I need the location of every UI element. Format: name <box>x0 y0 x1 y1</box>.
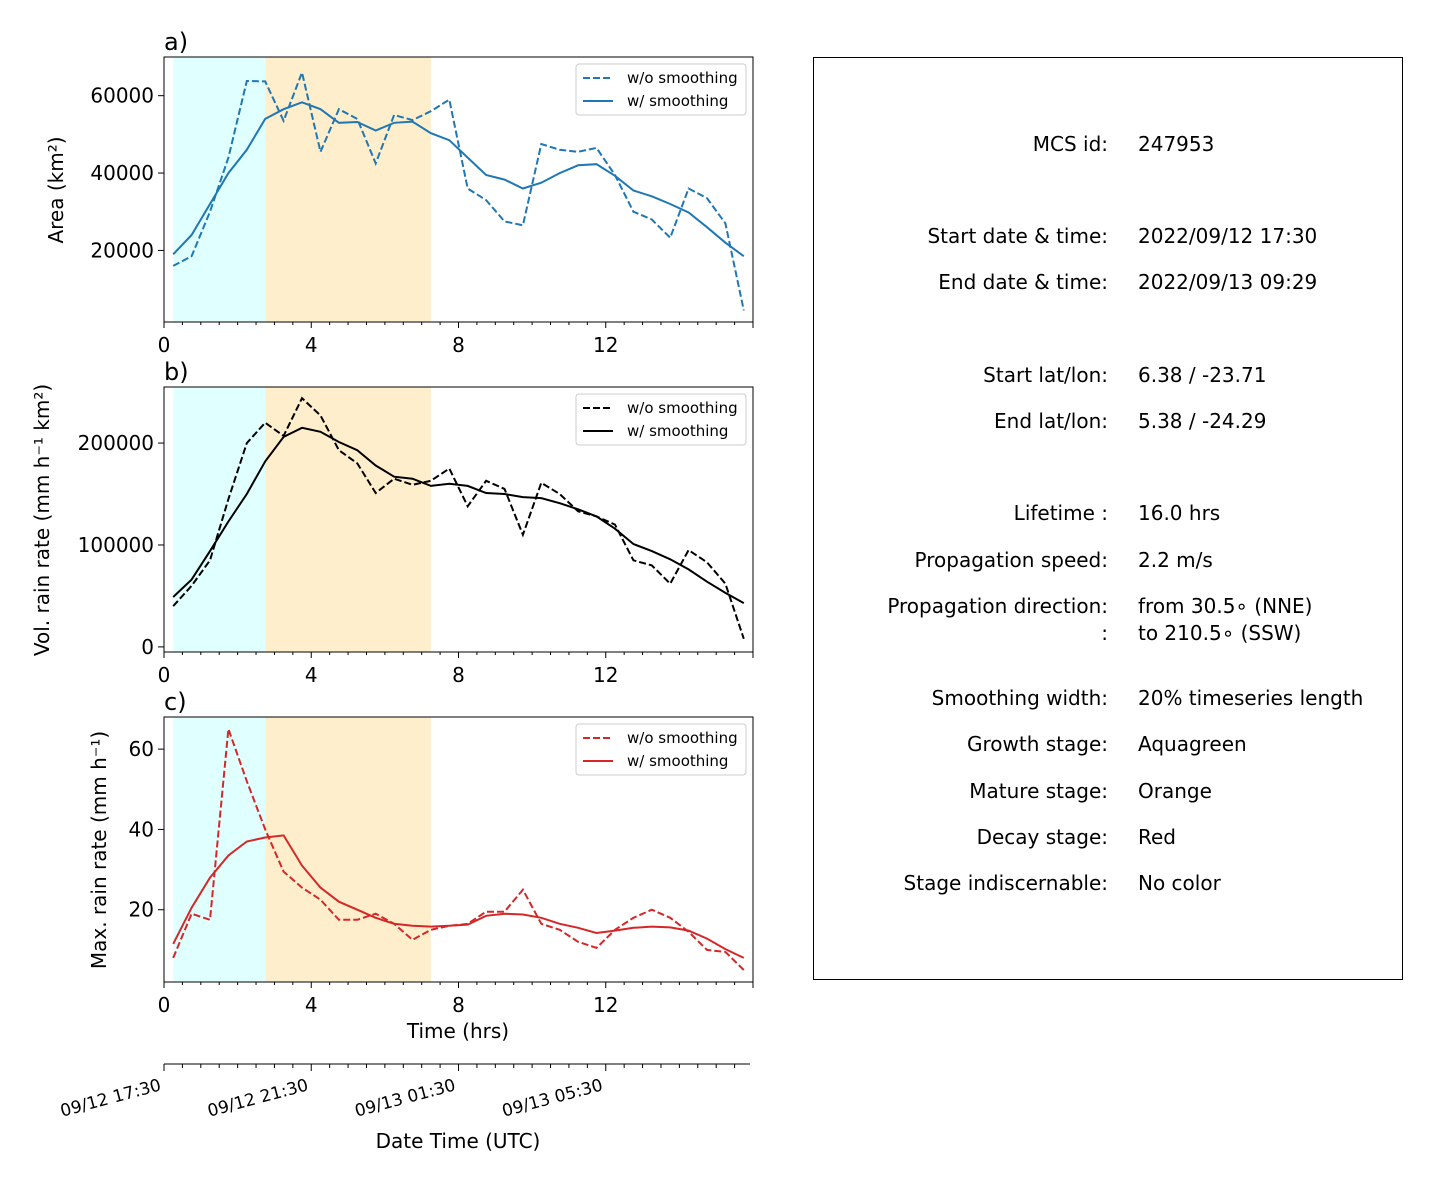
maxrain-legend <box>575 723 747 776</box>
info-label: Growth stage: <box>966 732 1108 756</box>
x-tick-label: 12 <box>593 993 618 1017</box>
info-value: 20% timeseries length <box>1138 686 1364 710</box>
info-label: End date & time: <box>938 270 1108 294</box>
info-label: Lifetime : <box>1013 501 1108 525</box>
y-tick-label: 60 <box>129 737 154 761</box>
area-series-smoothed-line <box>172 101 745 258</box>
area-legend <box>575 63 747 116</box>
datetime-tick-label: 09/12 21:30 <box>206 1076 311 1122</box>
info-value: Orange <box>1138 779 1212 803</box>
info-value: 16.0 hrs <box>1138 501 1221 525</box>
info-label: End lat/lon: <box>994 409 1108 433</box>
legend-entry-label: w/ smoothing <box>627 422 728 440</box>
y-tick-label: 20 <box>129 898 154 922</box>
info-value: from 30.5∘ (NNE) <box>1138 594 1313 618</box>
mcs-info-panel: MCS id: 247953 Start date & time: 2022/0… <box>813 57 1403 980</box>
x-tick-label: 4 <box>305 993 318 1017</box>
info-label: Stage indiscernable: <box>903 871 1108 895</box>
x-tick-label: 8 <box>452 663 465 687</box>
info-value: 247953 <box>1138 132 1215 156</box>
datetime-tick-label: 09/13 05:30 <box>500 1076 605 1122</box>
info-value: 2.2 m/s <box>1138 548 1213 572</box>
info-label: Start date & time: <box>927 224 1108 248</box>
info-value: Red <box>1138 825 1176 849</box>
y-tick-label: 40 <box>129 817 154 841</box>
datetime-tick-label: 09/12 17:30 <box>58 1076 163 1122</box>
info-value: Aquagreen <box>1138 732 1247 756</box>
x-tick-label: 0 <box>158 663 171 687</box>
info-value: 6.38 / -23.71 <box>1138 363 1267 387</box>
x-tick-label: 8 <box>452 993 465 1017</box>
panel-label-b: b) <box>164 358 189 386</box>
panel-label-c: c) <box>164 688 187 716</box>
y-tick-label: 0 <box>141 635 154 659</box>
info-label: Start lat/lon: <box>983 363 1108 387</box>
info-label: Decay stage: <box>976 825 1108 849</box>
mature-stage-shade <box>265 717 431 982</box>
x-tick-label: 4 <box>305 333 318 357</box>
x-tick-label: 12 <box>593 333 618 357</box>
y-tick-label: 60000 <box>90 84 154 108</box>
volrain-panel: 0 100000 200000 0 4 8 12 w/o smoothing w/ smooth… <box>30 358 754 687</box>
panel-label-a: a) <box>164 28 188 56</box>
area-panel: 20000 40000 60000 0 4 8 12 w/o smoothing w/ smoo… <box>44 28 754 357</box>
info-value: 2022/09/13 09:29 <box>1138 270 1318 294</box>
volrain-legend <box>575 393 747 446</box>
area-series-raw-line <box>172 69 745 311</box>
info-value: 5.38 / -24.29 <box>1138 409 1267 433</box>
info-label: Propagation direction: <box>887 594 1108 618</box>
info-label: Mature stage: <box>969 779 1108 803</box>
maxrain-ylabel: Max. rain rate (mm h⁻¹) <box>87 731 111 969</box>
info-label: : <box>1101 621 1108 645</box>
info-label: MCS id: <box>1032 132 1108 156</box>
legend-entry-label: w/o smoothing <box>627 69 738 87</box>
y-tick-label: 100000 <box>78 533 154 557</box>
datetime-tick-label: 09/13 01:30 <box>353 1076 458 1122</box>
info-value: to 210.5∘ (SSW) <box>1138 621 1302 645</box>
legend-entry-label: w/o smoothing <box>627 729 738 747</box>
legend-entry-label: w/o smoothing <box>627 399 738 417</box>
x-tick-label: 8 <box>452 333 465 357</box>
x-tick-label: 0 <box>158 993 171 1017</box>
x-tick-label: 12 <box>593 663 618 687</box>
mature-stage-shade <box>265 57 431 322</box>
volrain-series-raw-line <box>172 396 745 640</box>
volrain-ylabel: Vol. rain rate (mm h⁻¹ km²) <box>30 384 54 656</box>
mature-stage-shade <box>265 387 431 652</box>
legend-entry-label: w/ smoothing <box>627 752 728 770</box>
datetime-xlabel: Date Time (UTC) <box>376 1129 541 1153</box>
volrain-series-smoothed-line <box>172 426 745 604</box>
info-value: 2022/09/12 17:30 <box>1138 224 1318 248</box>
info-value: No color <box>1138 871 1221 895</box>
y-tick-label: 40000 <box>90 161 154 185</box>
info-label: Smoothing width: <box>931 686 1108 710</box>
x-tick-label: 0 <box>158 333 171 357</box>
x-tick-label: 4 <box>305 663 318 687</box>
growth-stage-shade <box>173 387 266 652</box>
time-xlabel: Time (hrs) <box>406 1019 509 1043</box>
info-label: Propagation speed: <box>914 548 1108 572</box>
maxrain-series-smoothed-line <box>172 834 745 959</box>
legend-entry-label: w/ smoothing <box>627 92 728 110</box>
y-tick-label: 20000 <box>90 238 154 262</box>
datetime-axis: 09/12 17:30 09/12 21:30 09/13 01:30 09/13 0… <box>58 1063 750 1153</box>
y-tick-label: 200000 <box>78 431 154 455</box>
area-ylabel: Area (km²) <box>44 136 68 243</box>
growth-stage-shade <box>173 717 266 982</box>
